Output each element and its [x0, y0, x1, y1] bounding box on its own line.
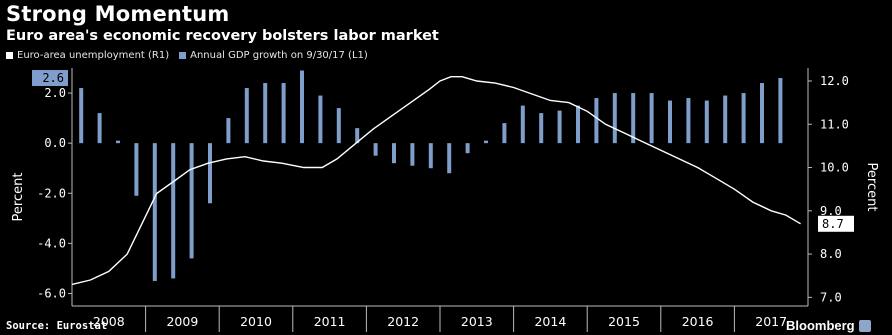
- gdp-bar: [410, 143, 415, 166]
- gdp-last-value-label: 2.6: [42, 71, 64, 85]
- gdp-bar: [778, 78, 783, 144]
- gdp-bar: [281, 83, 286, 144]
- x-tick-label: 2009: [166, 314, 198, 329]
- left-tick-label: -4.0: [37, 236, 66, 250]
- legend-item-gdp: Annual GDP growth on 9/30/17 (L1): [179, 50, 368, 61]
- source-note: Source: Eurostat: [6, 320, 108, 332]
- gdp-bar: [318, 95, 323, 144]
- left-tick-label: -6.0: [37, 286, 66, 300]
- legend-swatch-gdp: [179, 52, 187, 59]
- gdp-bar: [373, 143, 378, 156]
- left-axis-label: Percent: [11, 173, 26, 222]
- gdp-bar: [668, 100, 672, 144]
- gdp-bar: [465, 143, 470, 154]
- legend-label-gdp: Annual GDP growth on 9/30/17 (L1): [190, 50, 368, 61]
- x-tick-label: 2010: [240, 314, 272, 329]
- gdp-bar: [686, 98, 691, 144]
- gdp-bar: [208, 143, 212, 204]
- gdp-bar: [134, 143, 139, 196]
- right-tick-label: 12.0: [820, 74, 849, 88]
- gdp-bar: [594, 98, 599, 144]
- gdp-bar: [649, 93, 654, 144]
- right-tick-label: 11.0: [820, 117, 849, 131]
- x-tick-label: 2013: [461, 314, 493, 329]
- gdp-bar: [704, 100, 709, 144]
- gdp-bar: [300, 70, 304, 144]
- right-tick-label: 8.0: [820, 247, 842, 261]
- gdp-bar: [502, 123, 507, 144]
- chart-legend: Euro-area unemployment (R1) Annual GDP g…: [6, 50, 378, 61]
- gdp-bar: [263, 83, 268, 144]
- gdp-bar: [428, 143, 433, 169]
- gdp-last-value-tag: [32, 70, 68, 87]
- gdp-bar: [447, 143, 452, 174]
- gdp-bar: [539, 113, 544, 144]
- bloomberg-logo-icon: [858, 319, 871, 332]
- left-tick-label: 2.0: [44, 86, 66, 100]
- gdp-bar: [484, 140, 488, 144]
- right-tick-label: 7.0: [820, 290, 842, 304]
- gdp-bar: [97, 113, 102, 144]
- gdp-bar: [612, 93, 617, 144]
- left-tick-label: 0.0: [44, 136, 66, 150]
- gdp-bar: [189, 143, 194, 259]
- right-tick-label: 9.0: [820, 204, 842, 218]
- gdp-bar: [520, 105, 525, 144]
- gdp-bar: [244, 88, 249, 144]
- chart-subtitle: Euro area's economic recovery bolsters l…: [6, 28, 439, 44]
- unemployment-line: [71, 76, 801, 286]
- x-tick-label: 2017: [755, 314, 787, 329]
- brand-label: Bloomberg: [786, 318, 855, 333]
- legend-swatch-unemployment: [6, 52, 13, 59]
- x-tick-label: 2016: [682, 314, 714, 329]
- x-tick-label: 2012: [387, 314, 419, 329]
- gdp-bar: [79, 88, 84, 144]
- gdp-bar: [355, 128, 360, 144]
- legend-label-unemployment: Euro-area unemployment (R1): [17, 50, 170, 61]
- left-tick-label: -2.0: [37, 186, 66, 200]
- gdp-bar: [760, 83, 764, 144]
- gdp-bar: [116, 140, 120, 144]
- gdp-bar: [336, 108, 341, 144]
- gdp-bar: [723, 95, 728, 144]
- unemployment-last-value-tag: [818, 215, 854, 232]
- gdp-bar: [741, 93, 746, 144]
- gdp-bar: [392, 143, 396, 164]
- right-tick-label: 10.0: [820, 161, 849, 175]
- chart-title: Strong Momentum: [6, 2, 230, 26]
- gdp-bar: [576, 105, 580, 144]
- gdp-bar: [171, 143, 176, 279]
- gdp-bar: [226, 118, 231, 144]
- right-axis-label: Percent: [864, 163, 879, 212]
- x-tick-label: 2015: [608, 314, 640, 329]
- x-tick-label: 2014: [534, 314, 566, 329]
- unemployment-last-value-label: 8.7: [822, 217, 844, 231]
- x-tick-label: 2008: [93, 314, 125, 329]
- gdp-bar: [631, 93, 636, 144]
- gdp-bar: [152, 143, 157, 281]
- bloomberg-brand: Bloomberg: [786, 318, 871, 333]
- gdp-bar: [557, 110, 562, 144]
- legend-item-unemployment: Euro-area unemployment (R1): [6, 50, 169, 61]
- x-tick-label: 2011: [314, 314, 346, 329]
